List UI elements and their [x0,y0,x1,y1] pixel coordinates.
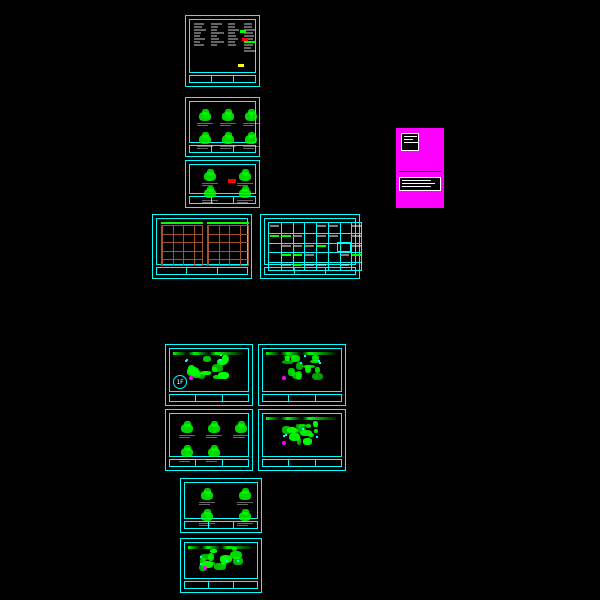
sheet-content [189,19,256,73]
drawing-sheet-s7 [258,344,346,406]
drawing-sheet-s3 [185,160,260,208]
drawing-sheet-s5 [260,214,360,279]
sheet-content: 1F [169,348,249,392]
sheet-content [262,413,342,457]
reference-subpanel-0 [401,133,419,151]
drawing-sheet-s2 [185,97,260,157]
drawing-sheet-s8 [165,409,253,471]
sheet-content [169,413,249,457]
titleblock [262,394,342,402]
sheet-content [189,101,256,143]
floor-plan [184,354,234,380]
floor-plan [198,547,244,569]
reference-subpanel-1 [399,177,441,191]
sheet-content [264,218,356,265]
sheet-content [262,348,342,392]
drawing-sheet-s4 [152,214,252,279]
floor-plan [277,419,327,445]
sheet-content [184,482,258,519]
titleblock [169,394,249,402]
sheet-content [156,218,248,265]
drawing-sheet-s1 [185,15,260,87]
drawing-sheet-s9 [258,409,346,471]
reference-panel [396,128,444,208]
sheet-content [189,164,256,194]
drawing-sheet-s6: 1F [165,344,253,406]
floor-plan [277,354,327,380]
titleblock [189,75,256,83]
titleblock [156,267,248,275]
drawing-sheet-s11 [180,538,262,593]
titleblock [262,459,342,467]
drawing-sheet-s10 [180,478,262,533]
titleblock [184,581,258,589]
sheet-content [184,542,258,579]
